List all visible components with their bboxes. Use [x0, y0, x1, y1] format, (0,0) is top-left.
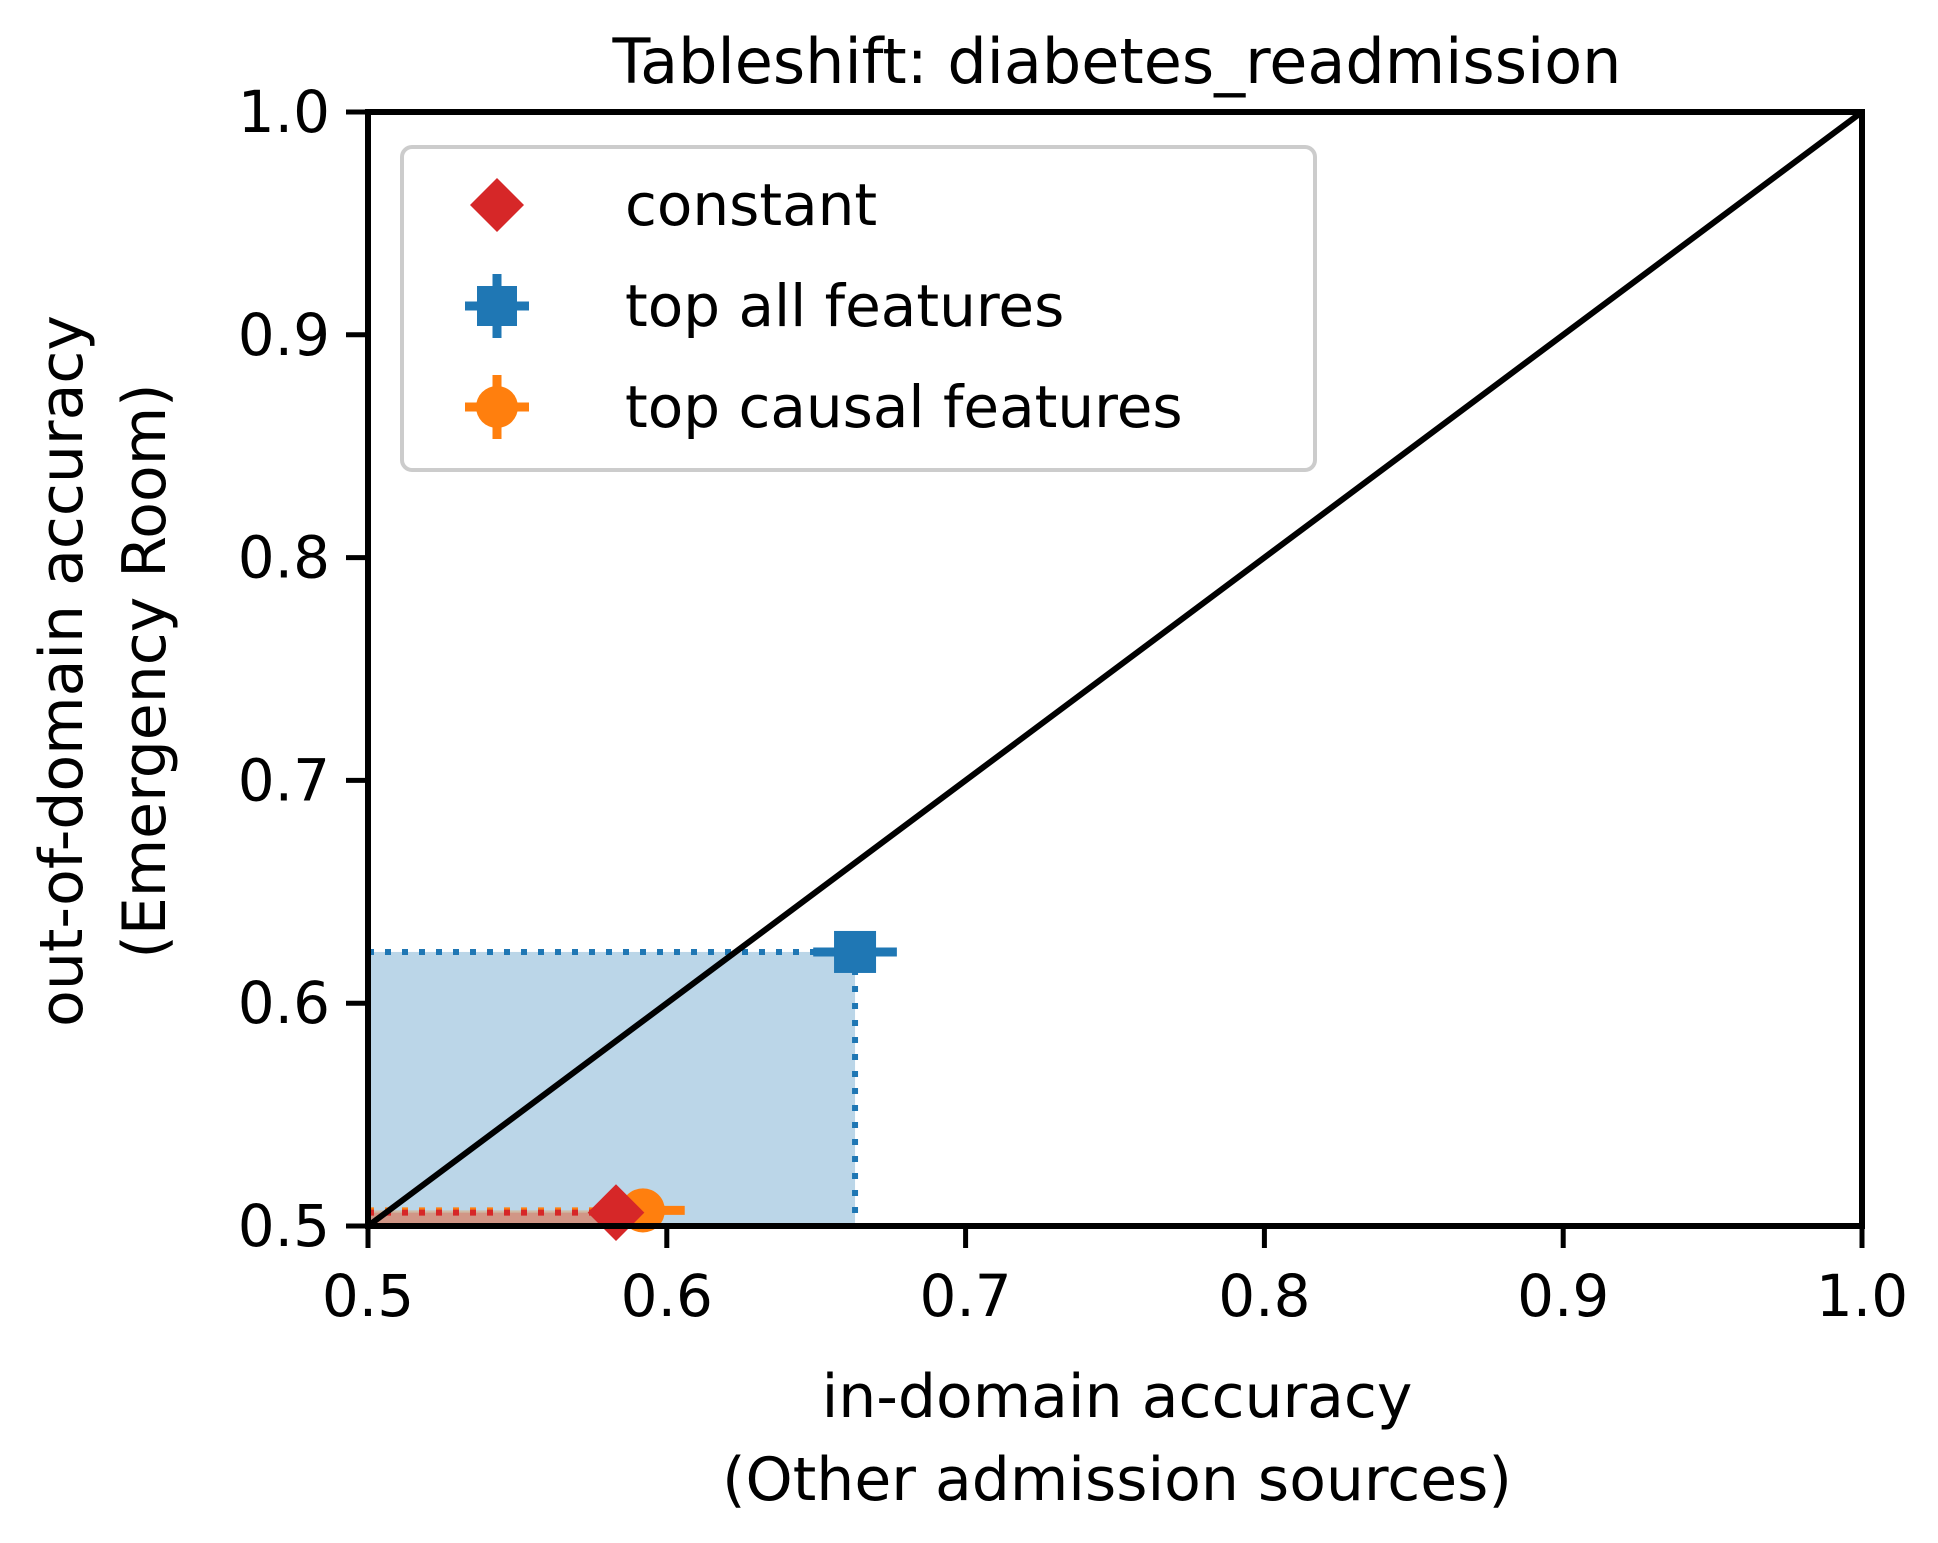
- y-axis-title-line2: (Emergency Room): [110, 383, 180, 958]
- x-tick-label: 0.8: [1218, 1262, 1310, 1330]
- y-tick-label: 1.0: [238, 78, 330, 146]
- legend-frame: [400, 145, 1317, 472]
- y-tick-label: 0.7: [238, 746, 330, 814]
- y-tick-label: 0.5: [238, 1192, 330, 1260]
- constant-region: [368, 1212, 617, 1226]
- x-tick-label: 0.9: [1517, 1262, 1609, 1330]
- top-all-features-point: [834, 930, 877, 973]
- x-tick-label: 1.0: [1816, 1262, 1908, 1330]
- legend-label: top causal features: [625, 373, 1183, 441]
- y-tick-label: 0.6: [238, 969, 330, 1037]
- x-tick-label: 0.5: [322, 1262, 414, 1330]
- legend-circle-icon: [476, 386, 518, 428]
- y-tick-label: 0.9: [238, 301, 330, 369]
- legend-label: constant: [625, 171, 877, 239]
- legend-square-icon: [477, 286, 517, 326]
- y-axis-ticks: 0.5 0.6 0.7 0.8 0.9 1.0: [238, 78, 368, 1260]
- diagonal-line: [366, 109, 1864, 1229]
- legend-label: top all features: [625, 272, 1064, 340]
- legend: constant top all features top causal featu…: [400, 145, 1317, 472]
- legend-diamond-icon: [470, 178, 524, 232]
- x-tick-label: 0.6: [621, 1262, 713, 1330]
- x-axis-title-line1: in-domain accuracy: [822, 1362, 1413, 1432]
- y-axis-title-line1: out-of-domain accuracy: [27, 315, 97, 1027]
- top-all-features-region: [368, 951, 856, 1226]
- chart-title: Tableshift: diabetes_readmission: [612, 25, 1622, 98]
- x-axis-ticks: 0.5 0.6 0.7 0.8 0.9 1.0: [322, 1226, 1908, 1330]
- plot-area: [365, 109, 1865, 1241]
- plot-frame: [365, 109, 1865, 1229]
- x-tick-label: 0.7: [919, 1262, 1011, 1330]
- y-tick-label: 0.8: [238, 524, 330, 592]
- x-axis-title-line2: (Other admission sources): [722, 1445, 1512, 1515]
